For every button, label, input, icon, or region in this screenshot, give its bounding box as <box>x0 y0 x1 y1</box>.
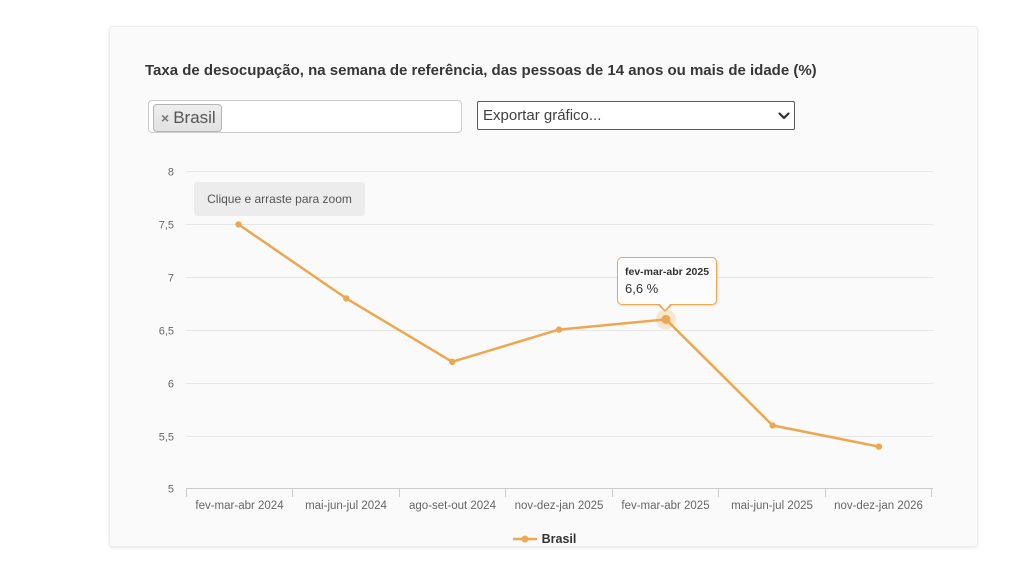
svg-text:nov-dez-jan 2025: nov-dez-jan 2025 <box>515 500 604 512</box>
svg-text:5: 5 <box>168 484 174 496</box>
svg-text:ago-set-out 2024: ago-set-out 2024 <box>409 500 497 512</box>
svg-text:6,5: 6,5 <box>159 326 174 338</box>
svg-text:fev-mar-abr 2025: fev-mar-abr 2025 <box>621 500 709 512</box>
svg-text:8: 8 <box>168 167 174 179</box>
svg-text:mai-jun-jul 2024: mai-jun-jul 2024 <box>305 500 387 512</box>
svg-text:7,5: 7,5 <box>159 220 174 232</box>
svg-text:fev-mar-abr 2024: fev-mar-abr 2024 <box>195 500 284 512</box>
svg-text:7: 7 <box>168 273 174 285</box>
svg-text:6: 6 <box>168 379 174 391</box>
svg-text:5,5: 5,5 <box>159 432 174 444</box>
svg-text:mai-jun-jul 2025: mai-jun-jul 2025 <box>731 500 813 512</box>
svg-text:nov-dez-jan 2026: nov-dez-jan 2026 <box>834 500 923 512</box>
